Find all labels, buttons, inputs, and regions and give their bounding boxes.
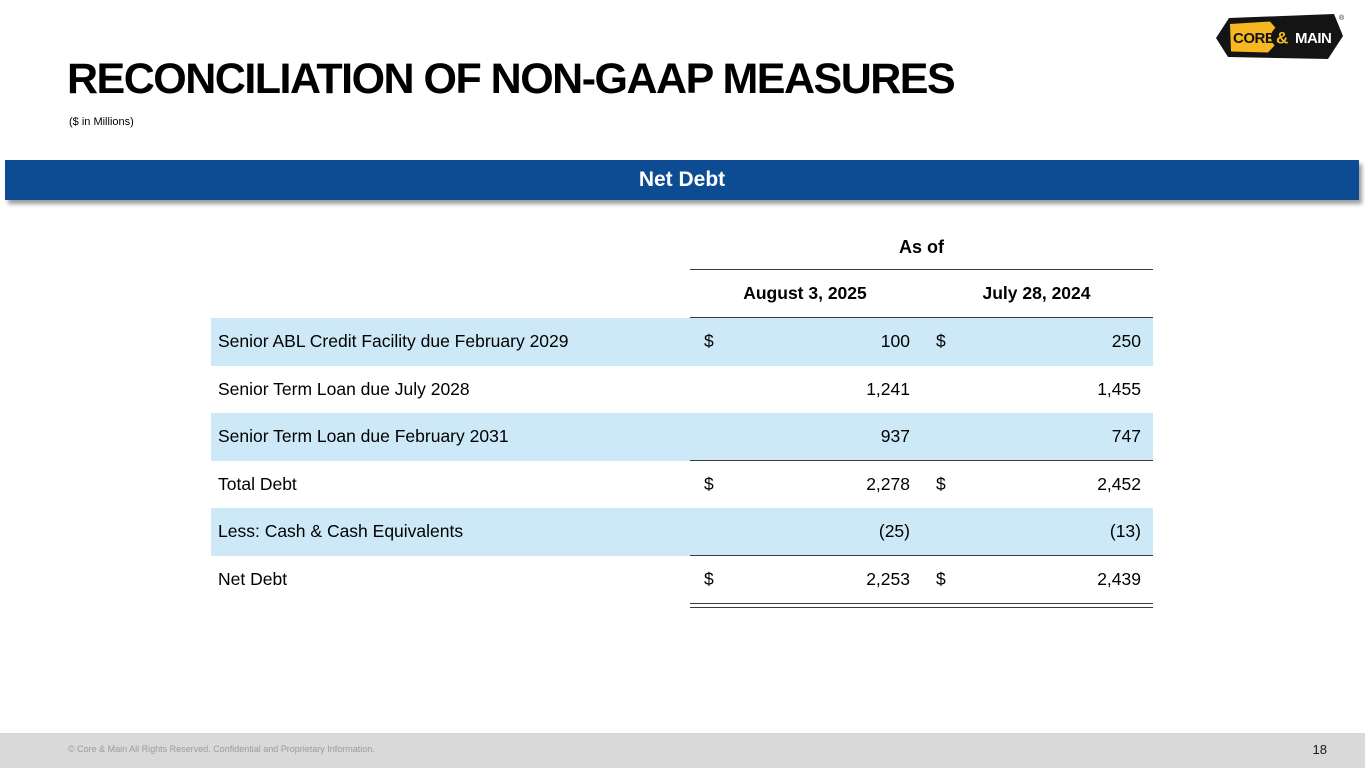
subtotal-rule xyxy=(690,554,1153,556)
currency-symbol: $ xyxy=(936,568,946,589)
currency-symbol: $ xyxy=(936,331,946,352)
page-number: 18 xyxy=(1312,742,1327,757)
column-header-august-3-2025: August 3, 2025 xyxy=(743,283,867,303)
cell-value: 1,241 xyxy=(866,378,910,399)
value-cell: (13) xyxy=(920,521,1153,542)
value-cell: $ 2,278 xyxy=(690,474,920,495)
core-and-main-logo-icon: CORE & MAIN ® xyxy=(1216,14,1345,59)
column-group-header: As of xyxy=(690,234,1153,270)
cell-value: 937 xyxy=(880,426,910,447)
cell-value: 2,439 xyxy=(1097,568,1141,589)
row-label: Less: Cash & Cash Equivalents xyxy=(218,521,464,542)
page-title: RECONCILIATION OF NON-GAAP MEASURES xyxy=(67,55,956,103)
table-row: Senior Term Loan due February 2031 937 7… xyxy=(211,413,1153,461)
value-cell: $ 2,253 xyxy=(690,569,920,590)
copyright-text: © Core & Main All Rights Reserved. Confi… xyxy=(68,744,375,754)
cell-value: 747 xyxy=(1111,426,1141,447)
value-cell: 937 xyxy=(690,426,920,447)
currency-symbol: $ xyxy=(704,473,714,494)
column-header-july-28-2024: July 28, 2024 xyxy=(982,283,1091,303)
table-row: Senior ABL Credit Facility due February … xyxy=(211,318,1153,366)
cell-value: 250 xyxy=(1111,331,1141,352)
currency-symbol: $ xyxy=(704,331,714,352)
cell-value: 2,278 xyxy=(866,473,910,494)
cell-value: 2,452 xyxy=(1097,473,1141,494)
table-header-row: August 3, 2025 July 28, 2024 xyxy=(690,270,1153,318)
footer-bar: © Core & Main All Rights Reserved. Confi… xyxy=(0,733,1365,768)
value-cell: (25) xyxy=(690,521,920,542)
value-cell: $ 2,439 xyxy=(920,569,1153,590)
currency-symbol: $ xyxy=(936,473,946,494)
value-cell: 747 xyxy=(920,426,1153,447)
cell-value: 100 xyxy=(880,331,910,352)
cell-value: (13) xyxy=(1109,521,1141,542)
value-cell: $ 250 xyxy=(920,331,1153,352)
grand-total-double-rule xyxy=(690,603,1153,608)
value-cell: 1,241 xyxy=(690,379,920,400)
table-row-total-debt: Total Debt $ 2,278 $ 2,452 xyxy=(211,459,1153,509)
value-cell: 1,455 xyxy=(920,379,1153,400)
row-label: Senior Term Loan due July 2028 xyxy=(218,378,470,399)
value-cell: $ 2,452 xyxy=(920,474,1153,495)
svg-text:&: & xyxy=(1276,29,1288,48)
currency-symbol: $ xyxy=(704,568,714,589)
section-banner-label: Net Debt xyxy=(638,168,726,191)
row-label: Senior ABL Credit Facility due February … xyxy=(218,331,569,352)
table-row: Senior Term Loan due July 2028 1,241 1,4… xyxy=(211,366,1153,414)
svg-text:MAIN: MAIN xyxy=(1295,30,1331,47)
value-cell: $ 100 xyxy=(690,331,920,352)
net-debt-table: As of August 3, 2025 July 28, 2024 Senio… xyxy=(211,234,1153,608)
cell-value: 1,455 xyxy=(1097,378,1141,399)
table-row: Less: Cash & Cash Equivalents (25) (13) xyxy=(211,508,1153,556)
svg-text:®: ® xyxy=(1339,14,1345,22)
table-row-net-debt: Net Debt $ 2,253 $ 2,439 xyxy=(211,554,1153,604)
core-and-main-logo: CORE & MAIN ® xyxy=(1213,11,1347,63)
subtotal-rule xyxy=(690,459,1153,461)
section-banner: Net Debt xyxy=(5,160,1359,200)
cell-value: (25) xyxy=(878,521,910,542)
row-label: Senior Term Loan due February 2031 xyxy=(218,426,509,447)
row-label: Net Debt xyxy=(218,568,288,589)
cell-value: 2,253 xyxy=(866,568,910,589)
units-note: ($ in Millions) xyxy=(69,116,134,128)
svg-text:CORE: CORE xyxy=(1233,30,1275,47)
row-label: Total Debt xyxy=(218,473,297,494)
